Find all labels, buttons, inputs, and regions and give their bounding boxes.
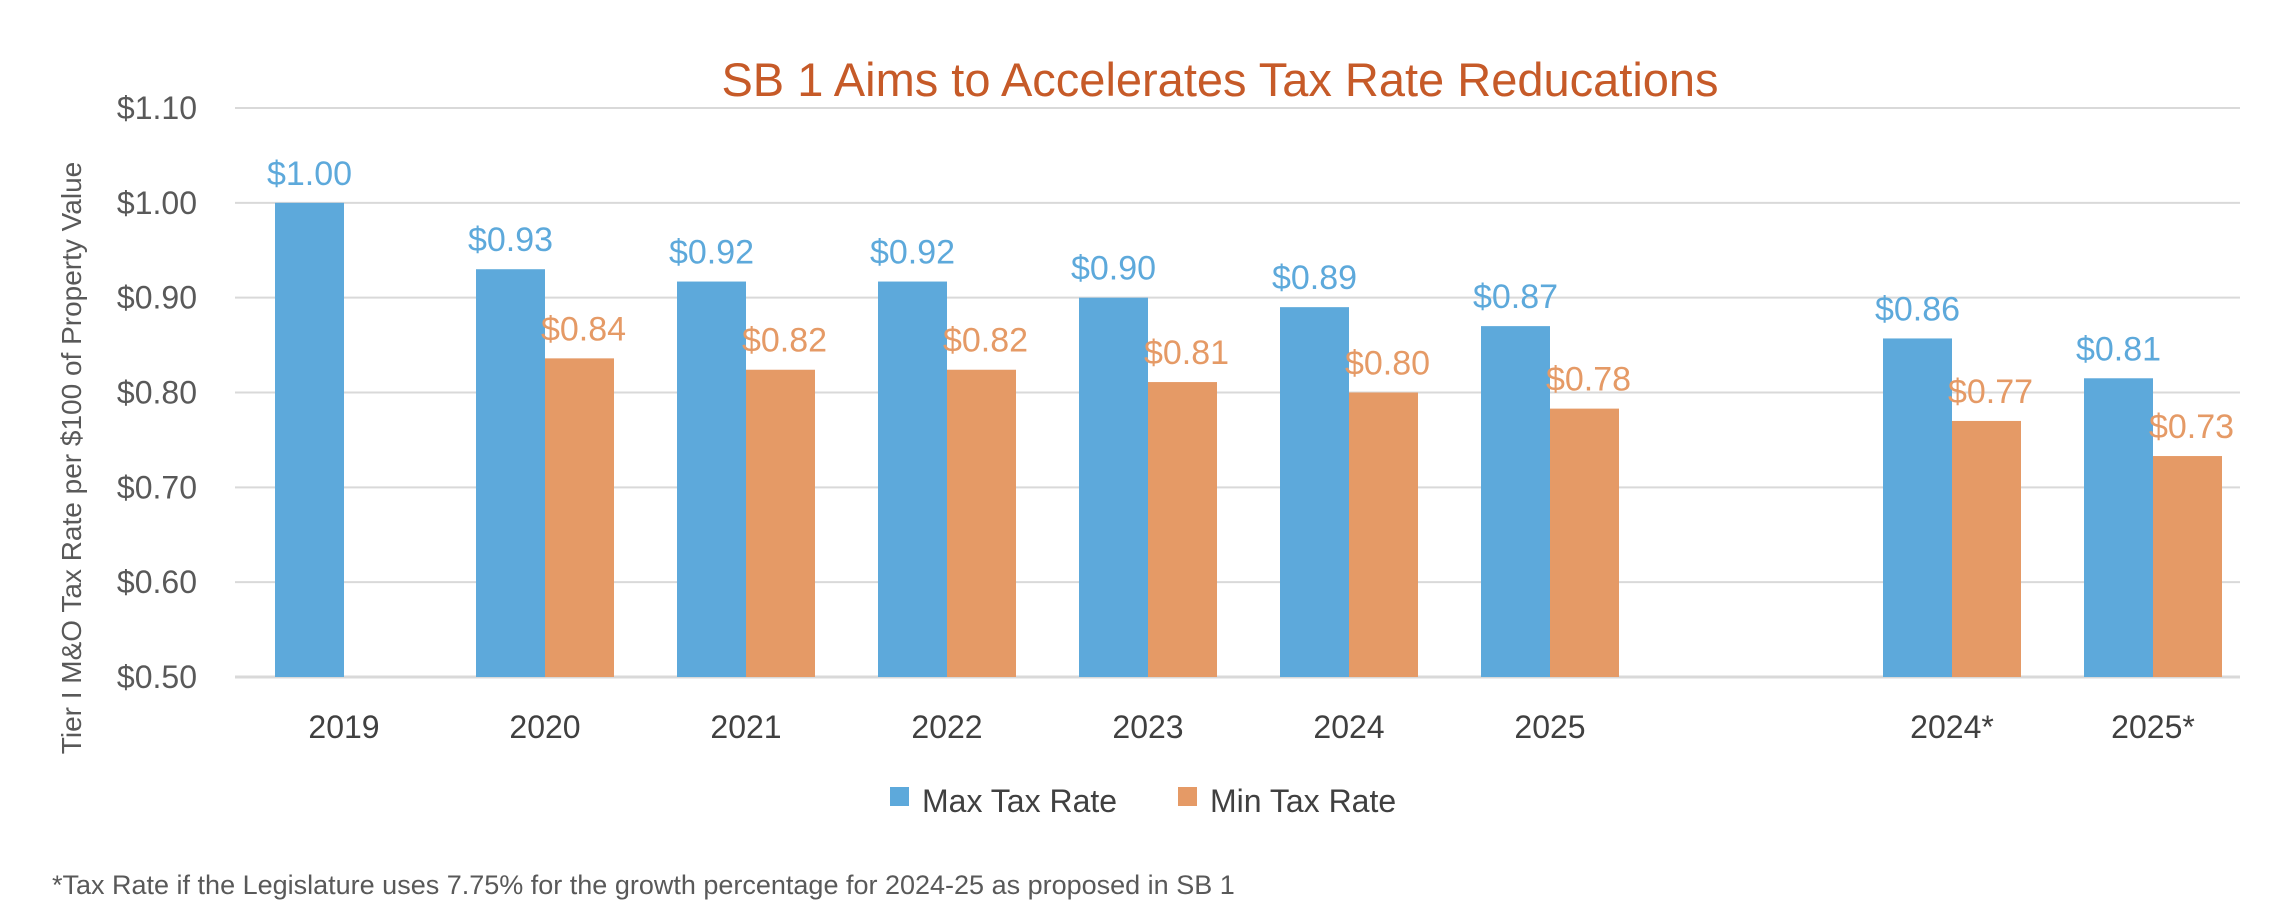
y-tick-label: $0.50	[117, 659, 197, 695]
x-tick-label: 2021	[710, 709, 781, 745]
x-tick-label: 2019	[308, 709, 379, 745]
x-tick-label: 2024*	[1910, 709, 1994, 745]
data-label-min: $0.81	[1144, 334, 1229, 372]
data-label-min: $0.82	[943, 322, 1028, 360]
y-axis-label: Tier I M&O Tax Rate per $100 of Property…	[56, 162, 87, 754]
data-label-min: $0.84	[541, 310, 626, 348]
bar-max-tax-rate	[1481, 326, 1550, 677]
bar-min-tax-rate	[1148, 382, 1217, 677]
bar-max-tax-rate	[476, 269, 545, 677]
bar-min-tax-rate	[1550, 408, 1619, 677]
x-tick-label: 2020	[509, 709, 580, 745]
y-tick-label: $0.90	[117, 280, 197, 316]
data-label-min: $0.78	[1546, 361, 1631, 399]
legend-swatch-max	[890, 787, 909, 806]
data-label-max: $0.93	[468, 221, 553, 259]
legend-label-max: Max Tax Rate	[922, 783, 1117, 819]
x-tick-label: 2025	[1514, 709, 1585, 745]
bar-min-tax-rate	[1349, 392, 1418, 677]
footnote: *Tax Rate if the Legislature uses 7.75% …	[52, 870, 1235, 900]
y-tick-label: $1.10	[117, 90, 197, 126]
y-tick-label: $0.60	[117, 564, 197, 600]
x-tick-label: 2025*	[2111, 709, 2195, 745]
y-tick-label: $0.80	[117, 375, 197, 411]
x-tick-label: 2023	[1112, 709, 1183, 745]
y-tick-label: $1.00	[117, 185, 197, 221]
bar-min-tax-rate	[2153, 456, 2222, 677]
bar-min-tax-rate	[746, 369, 815, 677]
bar-max-tax-rate	[275, 202, 344, 678]
data-label-max: $0.89	[1272, 259, 1357, 297]
bar-max-tax-rate	[878, 281, 947, 677]
data-label-min: $0.73	[2149, 408, 2234, 446]
data-label-max: $0.87	[1473, 278, 1558, 316]
y-tick-labels: $1.10 $1.00 $0.90 $0.80 $0.70 $0.60 $0.50	[117, 90, 197, 695]
data-label-max: $0.92	[669, 234, 754, 272]
data-label-max: $1.00	[267, 155, 352, 193]
data-label-max: $0.90	[1071, 250, 1156, 288]
data-label-min: $0.82	[742, 322, 827, 360]
data-label-min: $0.80	[1345, 345, 1430, 383]
y-tick-label: $0.70	[117, 469, 197, 505]
x-tick-label: 2024	[1313, 709, 1384, 745]
x-tick-label: 2022	[911, 709, 982, 745]
bar-min-tax-rate	[545, 358, 614, 677]
bar-max-tax-rate	[1079, 297, 1148, 677]
bar-max-tax-rate	[1883, 338, 1952, 677]
bar-min-tax-rate	[947, 369, 1016, 677]
legend-label-min: Min Tax Rate	[1210, 783, 1396, 819]
chart-title: SB 1 Aims to Accelerates Tax Rate Reduca…	[721, 53, 1718, 106]
x-tick-labels: 2019 2020 2021 2022 2023 2024 2025 2024* 2025*	[308, 709, 2194, 745]
bar-min-tax-rate	[1952, 420, 2021, 677]
legend-swatch-min	[1178, 787, 1197, 806]
data-label-max: $0.92	[870, 234, 955, 272]
bar-max-tax-rate	[1280, 307, 1349, 677]
data-labels: $1.00 $0.93 $0.84 $0.92 $0.82 $0.92 $0.82 $0.90…	[267, 155, 2234, 446]
bar-max-tax-rate	[2084, 378, 2153, 677]
data-label-max: $0.86	[1875, 290, 1960, 328]
bars	[275, 202, 2222, 678]
data-label-max: $0.81	[2076, 330, 2161, 368]
data-label-min: $0.77	[1948, 373, 2033, 411]
bar-max-tax-rate	[677, 281, 746, 677]
legend: Max Tax Rate Min Tax Rate	[890, 783, 1396, 819]
